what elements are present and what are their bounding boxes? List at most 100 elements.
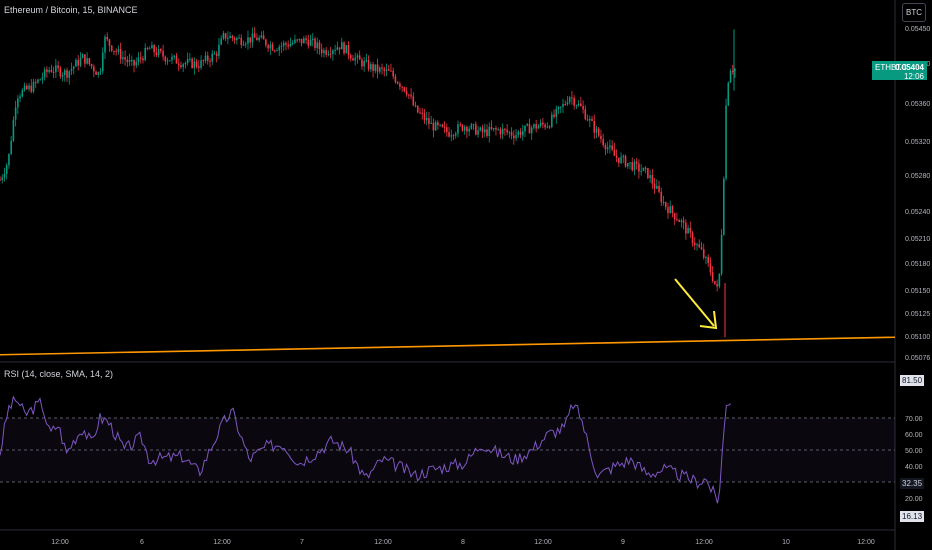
candle-body <box>282 43 285 46</box>
candle-body <box>653 183 656 189</box>
candle-body <box>48 69 50 72</box>
candle-body <box>253 33 256 38</box>
candle-body <box>260 35 263 38</box>
annotation-arrow <box>674 278 715 327</box>
candle-body <box>101 52 104 72</box>
candle-body <box>202 60 205 62</box>
candle-body <box>548 126 551 128</box>
candle-body <box>566 102 569 105</box>
candle-body <box>276 50 278 52</box>
time-axis-label: 12:00 <box>213 539 231 546</box>
candle-body <box>387 69 390 71</box>
candle-body <box>1 177 4 180</box>
rsi-sma-tag: 32.35 <box>900 478 925 489</box>
candle-body <box>168 60 171 62</box>
price-axis-label: 0.05280 <box>905 173 930 180</box>
candle-body <box>329 53 332 55</box>
candle-body <box>269 44 272 49</box>
candle-body <box>305 38 307 41</box>
candle-body <box>291 42 294 44</box>
candle-body <box>84 54 86 64</box>
current-price-tag: ETHBTC 0.05404 12:06 <box>872 61 927 81</box>
candle-body <box>318 42 321 50</box>
candle-body <box>477 130 479 135</box>
candle-body <box>664 202 667 208</box>
candle-body <box>133 60 135 66</box>
candle-body <box>428 118 430 124</box>
candle-body <box>224 33 227 39</box>
candle-body <box>638 163 640 172</box>
candle-body <box>506 129 508 133</box>
candle-body <box>544 124 546 128</box>
candle-body <box>332 50 334 54</box>
candle-body <box>441 124 444 127</box>
candle-body <box>718 273 721 287</box>
candle-body <box>5 165 8 174</box>
candle-body <box>446 127 448 133</box>
candle-body <box>93 66 95 72</box>
candle-body <box>108 39 111 46</box>
candle-body <box>580 103 582 107</box>
candle-body <box>211 53 214 62</box>
candle-body <box>41 77 44 80</box>
candle-body <box>459 124 462 126</box>
candle-body <box>508 132 511 134</box>
candle-body <box>26 85 28 90</box>
candle-body <box>622 155 625 157</box>
price-axis-label: 0.05076 <box>905 355 930 362</box>
candle-body <box>517 131 520 135</box>
candle-body <box>425 118 428 121</box>
candle-body <box>153 45 155 53</box>
candle-body <box>423 113 426 121</box>
candle-body <box>374 64 377 72</box>
candle-body <box>171 56 173 61</box>
candle-body <box>191 58 193 68</box>
candle-body <box>497 129 499 131</box>
candle-body <box>448 132 450 137</box>
candle-body <box>635 161 638 164</box>
candle-body <box>122 57 124 60</box>
candle-body <box>396 82 399 84</box>
candle-body <box>526 124 529 126</box>
candle-body <box>63 70 66 76</box>
candle-body <box>262 35 265 40</box>
candle-body <box>296 39 298 41</box>
candle-body <box>334 49 336 51</box>
candle-body <box>157 49 160 56</box>
price-axis-label: 0.05240 <box>905 209 930 216</box>
candle-body <box>285 43 287 45</box>
time-axis-label: 7 <box>300 539 304 546</box>
candle-body <box>155 52 158 56</box>
candle-body <box>385 69 388 71</box>
candle-body <box>667 207 669 214</box>
candle-body <box>673 213 676 220</box>
candle-body <box>390 70 392 72</box>
candle-body <box>356 55 359 58</box>
candle-body <box>198 66 200 68</box>
rsi-axis-label: 60.00 <box>905 432 923 439</box>
currency-button[interactable]: BTC <box>902 3 926 22</box>
time-axis-label: 9 <box>621 539 625 546</box>
candle-body <box>408 94 410 96</box>
price-axis-label: 0.05100 <box>905 334 930 341</box>
price-axis-label: 0.05210 <box>905 236 930 243</box>
candle-body <box>209 60 211 62</box>
candle-body <box>600 135 602 140</box>
candle-body <box>676 219 678 221</box>
candle-body <box>8 153 10 166</box>
annotation-arrowhead <box>699 310 718 330</box>
candle-body <box>124 57 126 60</box>
candle-body <box>320 49 323 54</box>
candle-body <box>298 38 301 40</box>
candle-body <box>573 98 575 106</box>
candle-body <box>227 38 229 40</box>
candle-body <box>606 147 609 150</box>
candle-body <box>568 97 571 103</box>
candle-body <box>443 126 446 128</box>
candle-body <box>113 50 115 52</box>
price-axis-label: 0.05450 <box>905 26 930 33</box>
candle-body <box>256 37 258 41</box>
candle-body <box>164 56 167 62</box>
price-axis-label: 0.05180 <box>905 261 930 268</box>
